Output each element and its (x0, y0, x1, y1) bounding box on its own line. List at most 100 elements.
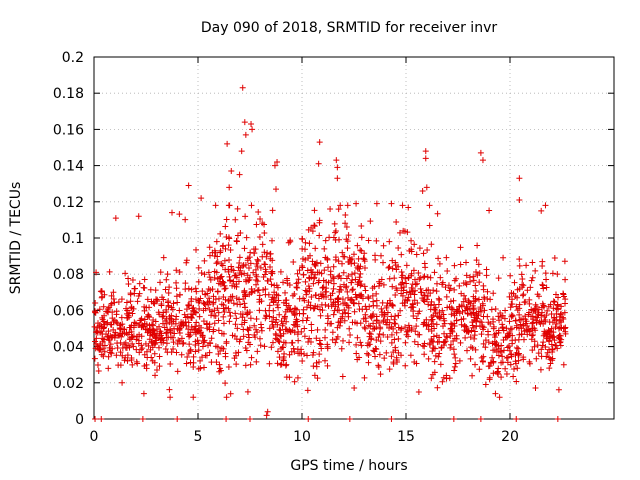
data-point (258, 324, 265, 331)
data-point (241, 300, 248, 307)
data-point (318, 270, 325, 277)
data-point (161, 324, 168, 331)
data-point (151, 359, 158, 366)
data-point (164, 271, 171, 278)
data-point (327, 268, 334, 275)
data-point (230, 267, 237, 274)
data-point (178, 351, 185, 358)
data-point (436, 350, 443, 357)
data-point (385, 264, 392, 271)
data-point (281, 350, 288, 357)
data-point (509, 313, 516, 320)
data-point (183, 360, 190, 367)
data-point (411, 241, 418, 248)
data-point (357, 339, 364, 346)
data-point (504, 359, 511, 366)
data-point (162, 286, 169, 293)
data-point (197, 295, 204, 302)
data-point (370, 320, 377, 327)
data-point (141, 351, 148, 358)
data-point (225, 364, 232, 371)
data-point (205, 342, 212, 349)
data-point (339, 296, 346, 303)
data-point (167, 334, 174, 341)
data-point (307, 302, 314, 309)
data-point (121, 341, 128, 348)
data-point (361, 324, 368, 331)
data-point (446, 375, 453, 382)
data-point (383, 349, 390, 356)
data-point (193, 288, 200, 295)
data-point (330, 311, 337, 318)
data-point (282, 308, 289, 315)
data-point (562, 276, 569, 283)
data-point (447, 341, 454, 348)
data-point (549, 319, 556, 326)
data-point (492, 341, 499, 348)
data-point (211, 274, 218, 281)
data-point (271, 294, 278, 301)
data-point (316, 351, 323, 358)
data-point (152, 287, 159, 294)
data-point (302, 287, 309, 294)
data-point (247, 416, 253, 422)
data-point (375, 362, 382, 369)
data-point (443, 293, 450, 300)
data-point (423, 322, 430, 329)
data-point (127, 291, 134, 298)
x-tick-label: 15 (397, 429, 415, 445)
data-point (219, 278, 226, 285)
data-point (335, 258, 342, 265)
data-point (93, 328, 100, 335)
data-point (339, 249, 346, 256)
data-point (547, 328, 554, 335)
data-point (477, 416, 484, 422)
data-point (156, 353, 163, 360)
data-point (176, 329, 183, 336)
data-point (519, 275, 526, 282)
data-point (386, 275, 393, 282)
data-point (551, 337, 558, 344)
data-point (551, 298, 558, 305)
data-point (489, 354, 496, 361)
data-point (223, 216, 230, 223)
data-point (518, 325, 525, 332)
data-point (132, 320, 139, 327)
data-point (186, 341, 193, 348)
data-point (174, 416, 181, 422)
data-point (496, 317, 503, 324)
data-point (247, 315, 254, 322)
data-point (226, 318, 233, 325)
data-point (270, 324, 277, 331)
data-point (420, 250, 427, 257)
data-point (211, 253, 218, 260)
data-point (208, 335, 215, 342)
y-tick-label: 0.14 (53, 159, 84, 175)
data-point (217, 247, 224, 254)
data-point (223, 394, 230, 401)
data-point (105, 334, 112, 341)
data-point (140, 284, 147, 291)
data-point (147, 326, 154, 333)
data-point (539, 281, 546, 288)
data-point (174, 299, 181, 306)
data-point (294, 270, 301, 277)
data-point (503, 371, 510, 378)
data-point (242, 213, 249, 220)
data-point (299, 263, 306, 270)
data-point (182, 216, 189, 223)
data-point (173, 279, 180, 286)
data-point (389, 283, 396, 290)
data-point (256, 307, 263, 314)
data-point (211, 307, 218, 314)
data-point (486, 207, 493, 214)
data-point (196, 313, 203, 320)
data-point (267, 264, 274, 271)
data-point (283, 302, 290, 309)
data-point (415, 310, 422, 317)
data-point (266, 302, 273, 309)
data-point (242, 362, 249, 369)
data-point (269, 339, 276, 346)
data-point (354, 334, 361, 341)
data-point (364, 350, 371, 357)
